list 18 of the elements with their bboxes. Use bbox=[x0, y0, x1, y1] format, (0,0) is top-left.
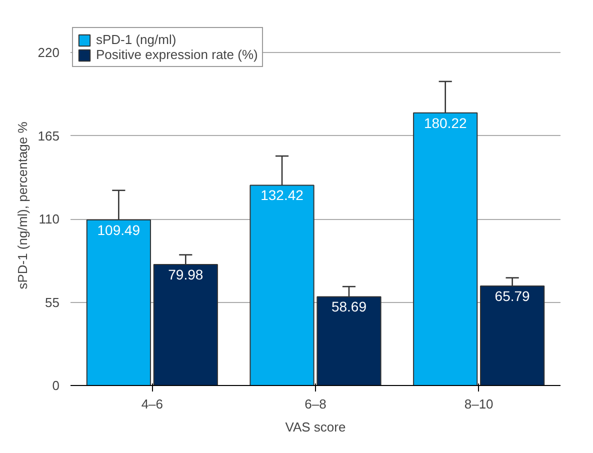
x-axis-title: VAS score bbox=[285, 420, 346, 434]
y-tick-label: 110 bbox=[38, 212, 60, 227]
data-label: 132.42 bbox=[260, 187, 304, 204]
data-label: 79.98 bbox=[168, 266, 204, 283]
legend-label: sPD-1 (ng/ml) bbox=[96, 32, 176, 47]
x-tick-label: 6–8 bbox=[304, 396, 326, 412]
data-label: 58.69 bbox=[331, 298, 367, 315]
y-tick-label: 55 bbox=[45, 294, 60, 310]
x-tick-label: 8–10 bbox=[464, 396, 494, 412]
x-tick-label: 4–6 bbox=[141, 396, 164, 412]
data-label: 65.79 bbox=[494, 288, 530, 304]
legend-label: Positive expression rate (%) bbox=[96, 47, 258, 62]
y-tick-label: 165 bbox=[38, 128, 60, 144]
y-tick-label: 220 bbox=[38, 45, 60, 60]
data-label: 180.22 bbox=[424, 114, 467, 131]
data-label: 109.49 bbox=[97, 222, 140, 238]
y-axis-title: sPD-1 (ng/ml), percentage % bbox=[14, 121, 30, 290]
y-tick-label: 0 bbox=[52, 378, 60, 393]
